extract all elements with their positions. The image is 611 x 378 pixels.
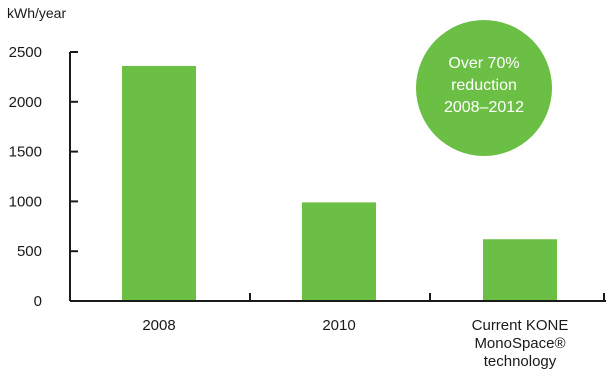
badge-text: Over 70% reduction 2008–2012 (444, 55, 524, 116)
bars (122, 65, 557, 301)
y-tick-label: 0 (34, 293, 42, 310)
y-tick-label: 2000 (9, 94, 42, 111)
bar (302, 202, 376, 301)
y-tick-label: 500 (17, 243, 42, 260)
badge-circle (416, 20, 552, 156)
x-axis: 2008 2010 Current KONE MonoSpace® technology (69, 293, 606, 370)
x-category-label: 2010 (322, 317, 355, 334)
bar (483, 239, 557, 301)
y-tick-label: 1000 (9, 193, 42, 210)
x-category-label: Current KONE MonoSpace® technology (472, 317, 569, 370)
y-axis: 0 500 1000 1500 2000 2500 (9, 44, 78, 310)
x-category-label: 2008 (142, 317, 175, 334)
bar (122, 65, 196, 301)
y-axis-unit-label: kWh/year (7, 5, 66, 21)
y-tick-label: 2500 (9, 44, 42, 61)
reduction-badge: Over 70% reduction 2008–2012 (416, 20, 552, 156)
y-tick-label: 1500 (9, 144, 42, 161)
